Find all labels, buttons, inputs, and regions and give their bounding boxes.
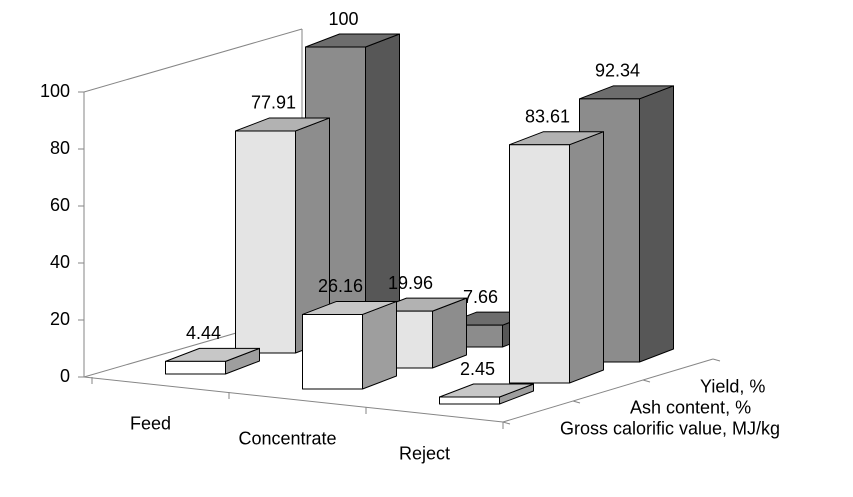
y-tick-label: 40 (50, 252, 70, 272)
bar (439, 396, 500, 405)
value-label: 19.96 (388, 273, 433, 293)
x-tick-label: Reject (399, 443, 450, 463)
bar (509, 144, 570, 384)
depth-tick (572, 400, 581, 404)
x-axis (83, 376, 504, 423)
bar-side (362, 300, 397, 390)
value-label: 7.66 (463, 287, 498, 307)
depth-tick (712, 358, 721, 362)
value-label: 77.91 (251, 93, 296, 113)
bar-side (569, 131, 604, 384)
value-label: 83.61 (525, 106, 570, 126)
y-tick-label: 60 (50, 195, 70, 215)
bar (165, 360, 226, 375)
bar (235, 130, 296, 354)
bar (302, 313, 363, 390)
y-tick-label: 0 (60, 366, 70, 386)
value-label: 4.44 (186, 323, 221, 343)
y-tick-label: 20 (50, 309, 70, 329)
value-label: 100 (328, 9, 358, 29)
depth-axis (502, 358, 714, 423)
y-tick-label: 100 (40, 81, 70, 101)
value-label: 26.16 (318, 276, 363, 296)
series-label: Gross calorific value, MJ/kg (560, 418, 780, 438)
series-label: Yield, % (700, 376, 765, 396)
depth-tick (502, 421, 511, 425)
value-label: 92.34 (595, 61, 640, 81)
series-label: Ash content, % (630, 397, 751, 417)
y-tick-label: 80 (50, 138, 70, 158)
x-tick-label: Concentrate (238, 428, 336, 448)
bar-side (639, 85, 674, 363)
x-tick-label: Feed (130, 413, 171, 433)
wall-edge (83, 28, 303, 93)
value-label: 2.45 (460, 359, 495, 379)
depth-tick (642, 379, 651, 383)
